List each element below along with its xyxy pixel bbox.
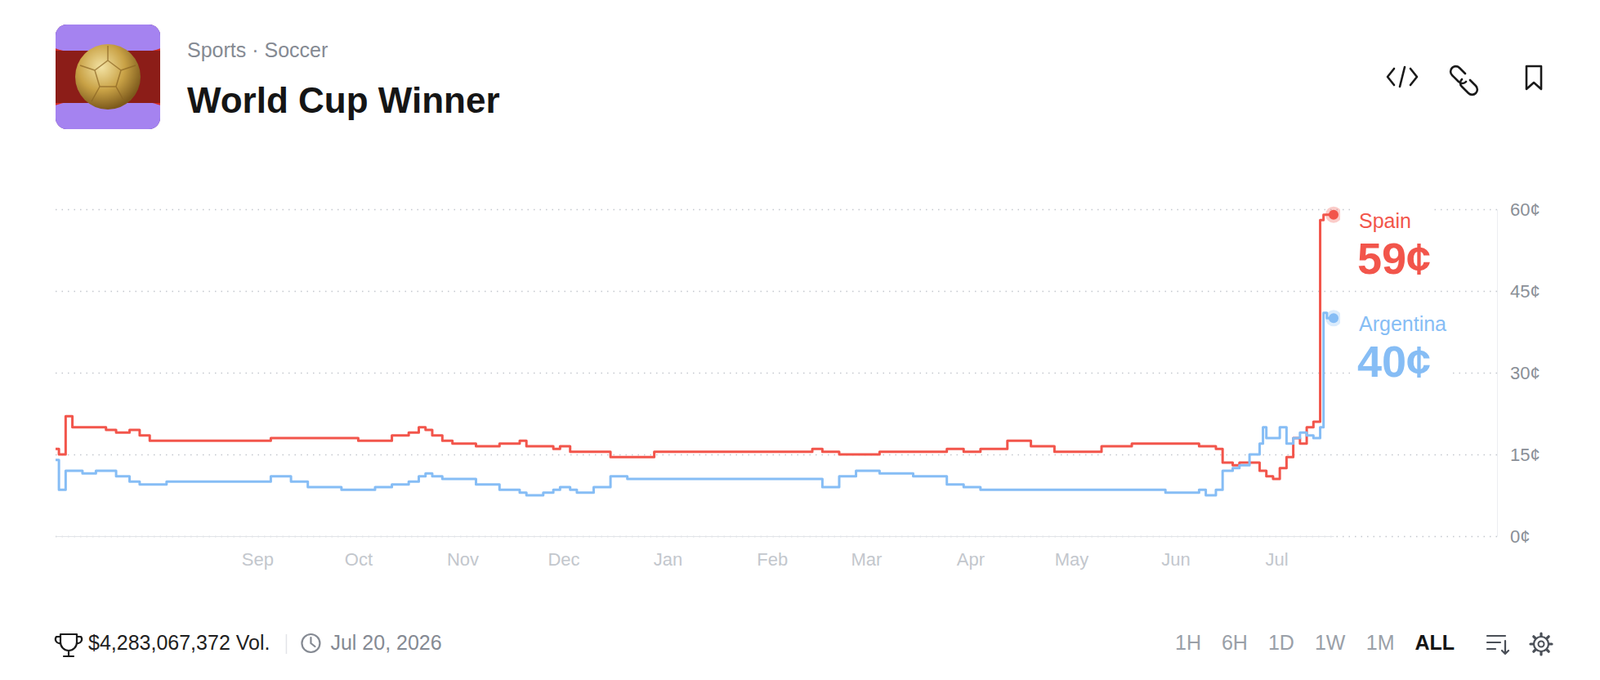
end-label: Argentina40¢ xyxy=(1354,310,1450,388)
x-tick-label: Jan xyxy=(653,549,683,570)
range-button[interactable]: ALL xyxy=(1415,630,1456,654)
gear-body xyxy=(1533,636,1549,652)
subtitle: Sports · Soccer xyxy=(187,38,328,62)
page: Sports · Soccer World Cup Winner 0¢ 15¢ 30¢ 4… xyxy=(0,0,1600,680)
grid-line xyxy=(55,536,1498,538)
range-button[interactable]: 1D xyxy=(1268,630,1295,654)
grid-line xyxy=(55,209,1498,211)
x-tick-label: Nov xyxy=(446,549,479,570)
series-line xyxy=(55,214,1334,479)
label-patch xyxy=(1354,207,1435,285)
clock-hands xyxy=(310,637,315,647)
icon-ball xyxy=(75,44,141,110)
x-tick-label: Mar xyxy=(850,549,882,570)
legend-entry: Spain xyxy=(1358,209,1412,233)
label-patch xyxy=(1354,310,1450,388)
y-tick: 60¢ xyxy=(55,199,1541,220)
y-tick: 0¢ xyxy=(55,526,1530,547)
grid-line xyxy=(55,290,1498,293)
link-button[interactable] xyxy=(1450,66,1478,95)
x-tick-label: Apr xyxy=(956,549,985,570)
settings-button[interactable] xyxy=(1530,633,1552,655)
separator xyxy=(286,634,288,654)
header-actions xyxy=(1387,66,1542,95)
volume: $4,283,067,372 Vol. xyxy=(88,630,270,654)
y-tick-label: 15¢ xyxy=(1510,444,1541,465)
title: World Cup Winner xyxy=(187,80,501,121)
x-tick: May xyxy=(1054,536,1090,570)
range-button[interactable]: 1M xyxy=(1366,630,1395,654)
series-line xyxy=(55,312,1334,496)
x-tick: Mar xyxy=(850,536,882,570)
grid-line xyxy=(55,372,1498,375)
end-date: Jul 20, 2026 xyxy=(330,630,442,654)
x-tick-label: Oct xyxy=(344,549,373,570)
sort-button[interactable] xyxy=(1487,635,1509,654)
y-axis: 0¢ 15¢ 30¢ 45¢ 60¢ xyxy=(55,199,1541,547)
clock-icon xyxy=(301,634,320,653)
icon-ball-seams xyxy=(80,45,136,102)
x-tick: Jul xyxy=(1264,536,1288,570)
legend-entry: Argentina xyxy=(1358,312,1447,336)
x-tick: Sep xyxy=(241,536,274,570)
data-label: 59¢ xyxy=(1357,233,1431,283)
end-dot xyxy=(1328,312,1339,323)
x-tick: Jun xyxy=(1161,536,1190,570)
x-tick: Jan xyxy=(653,536,683,570)
end-labels: Spain59¢ Argentina40¢ xyxy=(1354,207,1450,389)
y-tick-label: 30¢ xyxy=(1510,362,1541,384)
x-tick-label: Sep xyxy=(241,549,274,570)
x-tick-label: Jul xyxy=(1264,549,1288,570)
end-dot-halo xyxy=(1325,309,1341,327)
trophy-icon xyxy=(55,634,82,657)
y-tick: 15¢ xyxy=(55,444,1541,465)
y-tick-label: 45¢ xyxy=(1510,281,1541,302)
x-tick: Nov xyxy=(446,536,479,570)
end-dot-halo xyxy=(1325,206,1341,224)
y-tick-label: 0¢ xyxy=(1510,526,1530,547)
range-button[interactable]: 1W xyxy=(1314,630,1346,654)
y-tick: 30¢ xyxy=(55,362,1541,384)
x-tick: Dec xyxy=(547,536,580,570)
grid-line xyxy=(55,454,1498,456)
x-tick-label: Feb xyxy=(756,549,788,570)
x-tick-label: Jun xyxy=(1161,549,1190,570)
end-label: Spain59¢ xyxy=(1354,207,1435,285)
end-dot xyxy=(1328,210,1339,220)
y-axis-line xyxy=(1497,210,1498,537)
bookmark-button[interactable] xyxy=(1526,66,1542,90)
x-axis-line xyxy=(56,536,1335,537)
footer: $4,283,067,372 Vol. Jul 20, 2026 1H 6H 1D 1W 1… xyxy=(55,630,1552,657)
x-tick: Apr xyxy=(956,536,985,570)
embed-button[interactable] xyxy=(1387,67,1417,87)
x-tick: Oct xyxy=(344,536,373,570)
y-tick-label: 60¢ xyxy=(1510,199,1541,220)
y-tick: 45¢ xyxy=(55,281,1541,302)
range-button[interactable]: 1H xyxy=(1175,630,1202,654)
range-button[interactable]: 6H xyxy=(1221,630,1248,654)
x-tick-label: May xyxy=(1054,549,1090,570)
x-axis: Sep Oct Nov Dec Jan Feb Mar Apr May Jun Jul xyxy=(56,536,1335,570)
x-tick-label: Dec xyxy=(547,549,580,570)
chart-svg: Sports · Soccer World Cup Winner 0¢ 15¢ 30¢ 4… xyxy=(0,0,1600,680)
data-label: 40¢ xyxy=(1357,336,1431,386)
x-tick: Feb xyxy=(756,536,788,570)
market-icon xyxy=(55,24,161,130)
gear-hole xyxy=(1538,641,1545,648)
plot-area xyxy=(55,206,1341,496)
